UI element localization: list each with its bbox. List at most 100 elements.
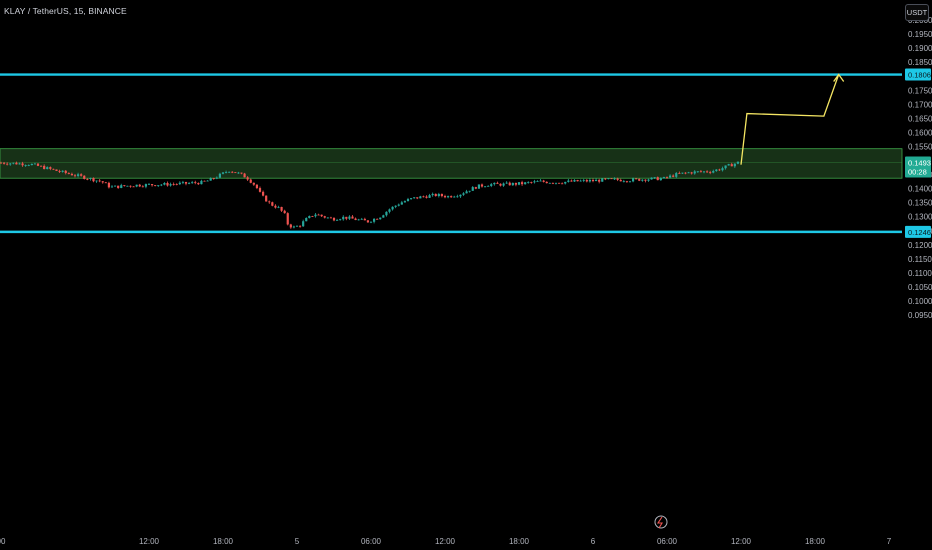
candle-body — [712, 171, 715, 173]
candle-body — [499, 183, 502, 186]
candle-body — [342, 216, 345, 220]
candle-body — [0, 162, 3, 164]
candle-body — [397, 204, 400, 206]
candle-body — [261, 191, 265, 196]
candle-body — [292, 226, 296, 228]
candle-body — [314, 214, 317, 217]
demand-zone[interactable] — [0, 148, 903, 179]
candle-body — [391, 206, 394, 210]
y-tick-label: 0.1000 — [908, 297, 932, 306]
candle-body — [440, 194, 444, 197]
candle-body — [120, 185, 123, 188]
candle-body — [117, 185, 120, 188]
candle-body — [641, 179, 644, 181]
candle-body — [274, 205, 277, 208]
candle-body — [647, 179, 650, 181]
candle-body — [622, 181, 625, 183]
candle-body — [551, 182, 555, 184]
support-price-label: 0.1246 — [908, 228, 931, 237]
candle-body — [409, 198, 413, 200]
candle-body — [52, 168, 55, 170]
y-tick-label: 0.0950 — [908, 311, 932, 320]
candle-body — [339, 219, 342, 221]
candle-body — [524, 182, 527, 185]
candle-body — [388, 209, 391, 212]
candle-body — [141, 186, 144, 188]
candle-body — [514, 182, 518, 185]
x-tick-label: 12:00 — [731, 537, 752, 546]
candle-body — [286, 213, 289, 225]
candle-body — [64, 170, 67, 174]
candle-body — [588, 179, 592, 182]
candle-body — [335, 219, 339, 221]
candle-body — [554, 182, 558, 184]
candle-body — [18, 163, 21, 165]
candle-body — [308, 216, 311, 219]
last-price-tag — [905, 156, 931, 178]
candle-body — [147, 184, 151, 185]
candle-body — [317, 214, 320, 216]
candle-body — [369, 221, 373, 223]
candle-body — [295, 225, 299, 227]
candle-body — [468, 190, 471, 192]
candle-body — [656, 177, 659, 181]
candle-body — [255, 184, 259, 189]
candle-body — [363, 218, 366, 221]
currency-button[interactable]: USDT — [905, 4, 929, 21]
candle-body — [249, 179, 252, 183]
candle-body — [184, 181, 188, 184]
candle-body — [678, 173, 681, 174]
x-tick-label: 18:00 — [509, 537, 530, 546]
candle-body — [15, 162, 18, 165]
y-tick-label: 0.1950 — [908, 30, 932, 39]
candle-body — [178, 182, 181, 185]
lightning-icon[interactable] — [654, 515, 668, 529]
candle-body — [61, 170, 64, 172]
y-tick-label: 0.1350 — [908, 199, 932, 208]
candle-body — [594, 179, 598, 182]
y-tick-label: 0.1900 — [908, 44, 932, 53]
candle-body — [209, 178, 212, 181]
symbol-title[interactable]: KLAY / TetherUS, 15, BINANCE — [4, 6, 127, 16]
candle-body — [138, 184, 141, 187]
candle-body — [437, 194, 440, 197]
candle-body — [545, 181, 548, 184]
candle-body — [548, 182, 551, 184]
y-tick-label: 0.1050 — [908, 283, 932, 292]
candle-body — [212, 178, 215, 180]
candle-body — [567, 180, 570, 182]
candle-body — [154, 185, 157, 187]
candle-body — [736, 161, 740, 164]
x-tick-label: 12:00 — [139, 537, 160, 546]
projection-path[interactable] — [740, 74, 840, 165]
x-tick-label: 12:00 — [435, 537, 456, 546]
y-tick-label: 0.1200 — [908, 241, 932, 250]
candle-body — [591, 179, 595, 182]
candle-body — [727, 164, 730, 166]
candle-body — [616, 178, 619, 180]
candle-body — [6, 163, 9, 165]
candle-body — [265, 195, 268, 202]
candle-body — [231, 171, 234, 173]
candle-body — [221, 172, 225, 174]
y-tick-label: 0.1600 — [908, 128, 932, 137]
candle-body — [83, 175, 86, 179]
y-tick-label: 0.1400 — [908, 185, 932, 194]
candle-body — [542, 180, 545, 182]
candle-body — [36, 163, 40, 166]
y-tick-label: 0.1650 — [908, 114, 932, 123]
candle-body — [613, 178, 616, 180]
candle-body — [490, 184, 493, 186]
candle-body — [24, 165, 27, 166]
candle-body — [280, 206, 283, 211]
candle-body — [483, 186, 487, 188]
candle-body — [9, 163, 12, 165]
x-tick-label: 06:00 — [361, 537, 382, 546]
resistance-price-label: 0.1806 — [908, 71, 931, 80]
candle-body — [329, 217, 333, 219]
candle-body — [144, 184, 148, 187]
x-tick-label: 18:00 — [213, 537, 234, 546]
candle-body — [240, 172, 243, 174]
candle-body — [351, 216, 354, 219]
